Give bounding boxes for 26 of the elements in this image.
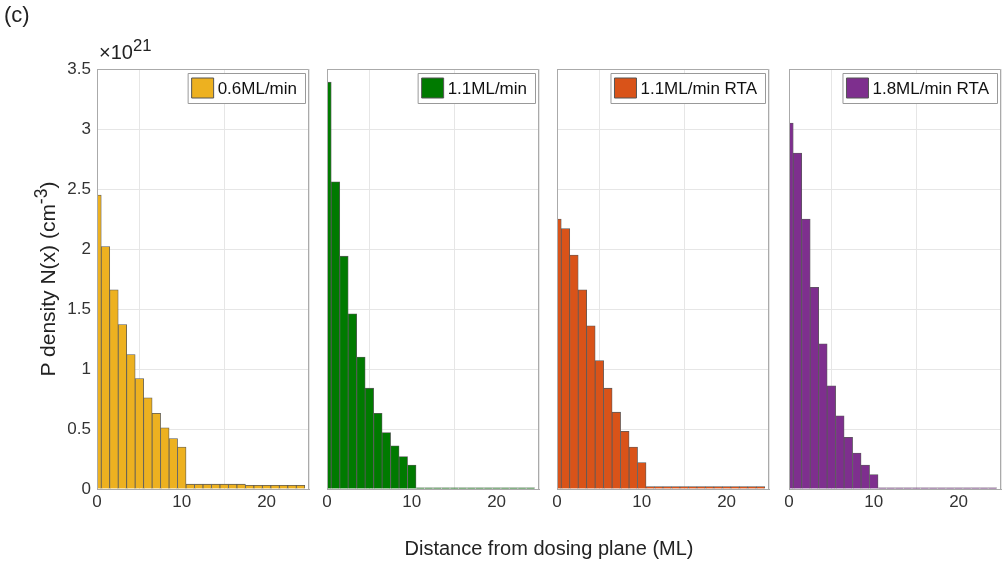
x-tick-label: 0	[552, 491, 562, 511]
legend-label: 1.1ML/min RTA	[640, 78, 758, 98]
x-tick-label: 10	[172, 491, 192, 511]
y-tick-label: 0	[81, 478, 91, 498]
y-tick-label: 3	[81, 118, 91, 138]
y-tick-label: 2.5	[67, 178, 91, 198]
x-tick-label: 20	[949, 491, 969, 511]
text: (c)	[4, 2, 30, 28]
y-tick-label: 1	[81, 358, 91, 378]
x-tick-label: 10	[402, 491, 422, 511]
y-tick-label: 3.5	[67, 58, 91, 78]
x-tick-label: 10	[864, 491, 884, 511]
x-tick-label: 20	[257, 491, 277, 511]
x-axis-title: Distance from dosing plane (ML)	[404, 536, 694, 560]
x-tick-label: 20	[717, 491, 737, 511]
y-tick-label: 1.5	[67, 298, 91, 318]
legend-label: 1.1ML/min	[447, 78, 528, 98]
x-tick-label: 20	[487, 491, 507, 511]
text: ×10$^{21}$	[99, 36, 152, 64]
y-tick-label: 2	[81, 238, 91, 258]
y-tick-label: 0.5	[67, 418, 91, 438]
x-tick-label: 0	[784, 491, 794, 511]
legend-label: 0.6ML/min	[217, 78, 298, 98]
x-tick-label: 10	[632, 491, 652, 511]
legend-label: 1.8ML/min RTA	[872, 78, 990, 98]
x-tick-label: 0	[322, 491, 332, 511]
